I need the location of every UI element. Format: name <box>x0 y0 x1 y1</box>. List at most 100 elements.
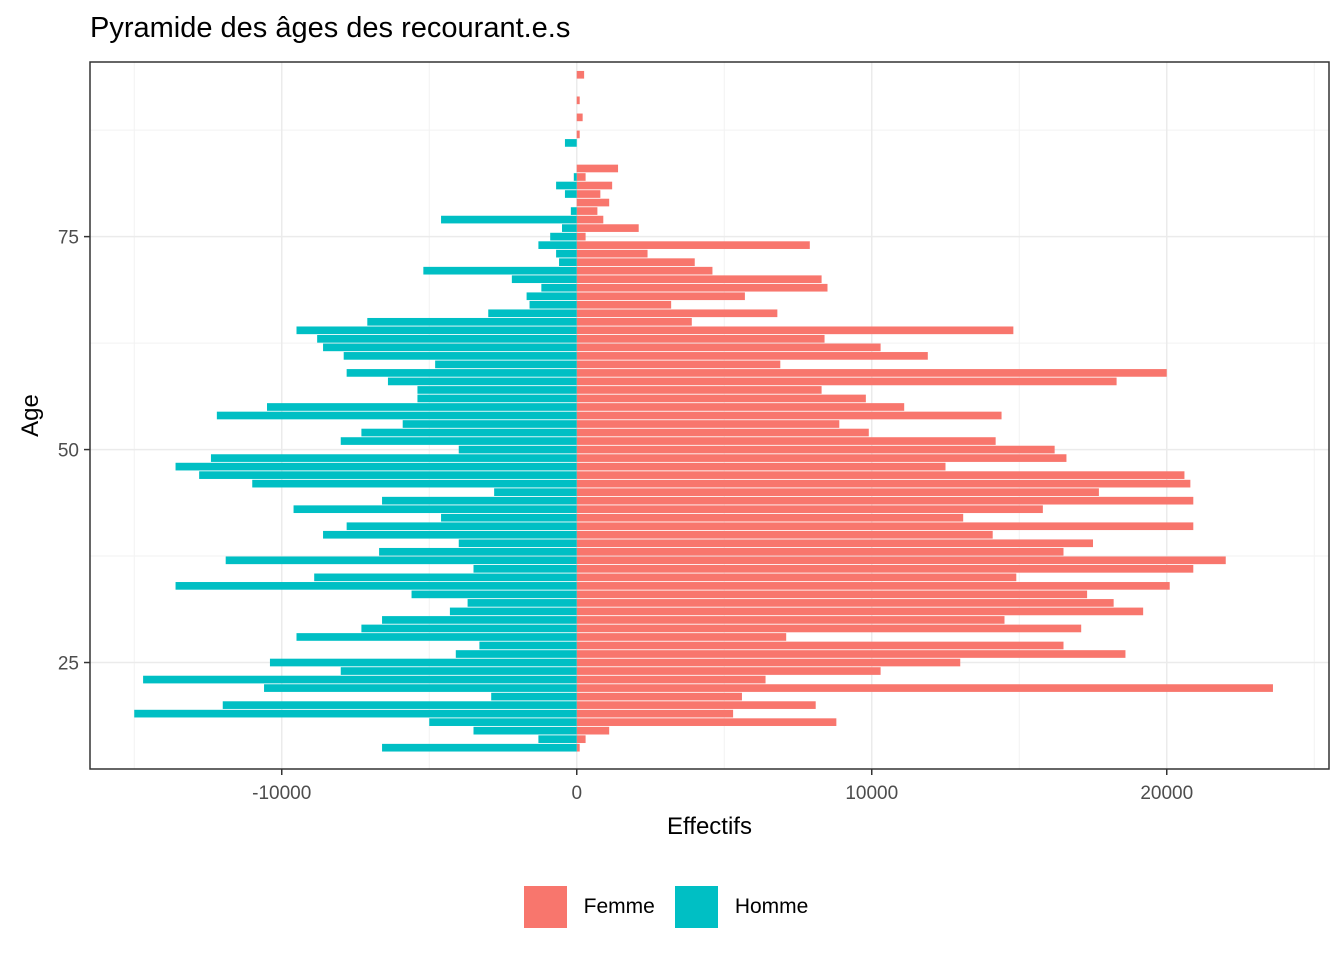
legend-label-femme: Femme <box>583 895 655 918</box>
bar-homme-80 <box>564 190 577 198</box>
x-tick-label: -10000 <box>252 783 311 804</box>
y-tick-label: 50 <box>58 441 79 462</box>
bar-homme-73 <box>556 249 577 258</box>
bar-femme-51 <box>576 437 996 445</box>
bar-femme-16 <box>576 735 586 744</box>
bar-homme-75 <box>550 232 577 241</box>
bar-femme-48 <box>576 462 946 471</box>
bar-femme-60 <box>576 360 781 369</box>
bar-femme-79 <box>576 198 610 207</box>
bar-homme-40 <box>323 530 577 539</box>
bar-femme-40 <box>576 530 993 539</box>
bar-femme-21 <box>576 692 742 701</box>
bar-femme-52 <box>576 428 869 437</box>
bar-femme-29 <box>576 624 1082 633</box>
bar-homme-68 <box>526 292 577 301</box>
bar-femme-44 <box>576 496 1194 505</box>
bar-homme-21 <box>491 692 577 701</box>
bar-femme-63 <box>576 335 825 343</box>
bar-homme-86 <box>564 139 577 147</box>
bar-femme-62 <box>576 343 881 352</box>
bar-femme-33 <box>576 590 1088 599</box>
bar-femme-38 <box>576 547 1064 556</box>
bar-homme-19 <box>134 709 577 718</box>
bar-femme-34 <box>576 582 1170 590</box>
bar-homme-82 <box>573 173 577 181</box>
bar-homme-67 <box>529 300 577 309</box>
bar-femme-87 <box>576 130 580 139</box>
bar-femme-30 <box>576 616 1005 624</box>
legend-key-homme <box>674 886 718 928</box>
bar-homme-65 <box>367 317 577 326</box>
bar-homme-36 <box>473 564 577 573</box>
bar-femme-75 <box>576 232 586 241</box>
bar-femme-25 <box>576 658 961 667</box>
bar-femme-74 <box>576 241 810 249</box>
bar-femme-23 <box>576 675 766 684</box>
bar-femme-36 <box>576 564 1194 573</box>
bar-homme-56 <box>417 394 577 403</box>
y-tick-label: 25 <box>58 654 79 675</box>
bar-homme-39 <box>458 539 577 548</box>
bar-femme-89 <box>576 113 583 122</box>
bar-femme-17 <box>576 726 610 735</box>
y-axis-title: Age <box>17 394 44 437</box>
bar-homme-20 <box>222 701 577 709</box>
bar-homme-61 <box>343 352 577 360</box>
bar-homme-49 <box>210 454 577 462</box>
bar-femme-67 <box>576 300 672 309</box>
bar-femme-94 <box>576 70 585 79</box>
bar-femme-19 <box>576 709 734 718</box>
bar-homme-63 <box>317 335 577 343</box>
bar-femme-68 <box>576 292 745 301</box>
bar-femme-31 <box>576 607 1144 616</box>
bar-femme-47 <box>576 471 1185 479</box>
bar-homme-37 <box>225 556 577 565</box>
bar-homme-26 <box>455 650 577 658</box>
bars-layer <box>134 70 1273 752</box>
legend: Femme Homme <box>0 886 1344 928</box>
x-tick-label: 20000 <box>1140 783 1193 804</box>
bar-homme-54 <box>216 411 577 420</box>
bar-homme-43 <box>293 505 577 514</box>
bar-homme-25 <box>269 658 577 667</box>
bar-homme-52 <box>361 428 577 437</box>
bar-femme-69 <box>576 283 828 292</box>
bar-homme-29 <box>361 624 577 633</box>
bar-homme-15 <box>382 743 577 752</box>
bar-homme-22 <box>264 684 577 692</box>
bar-homme-72 <box>559 258 577 267</box>
bar-homme-27 <box>479 641 577 650</box>
bar-femme-55 <box>576 403 905 411</box>
bar-homme-66 <box>488 309 577 318</box>
bar-femme-54 <box>576 411 1002 420</box>
bar-homme-24 <box>340 667 577 675</box>
bar-femme-32 <box>576 599 1114 607</box>
bar-femme-42 <box>576 513 964 522</box>
x-tick-label: 10000 <box>845 783 898 804</box>
bar-femme-18 <box>576 718 837 726</box>
bar-femme-64 <box>576 326 1014 335</box>
bar-femme-65 <box>576 317 692 326</box>
bar-femme-70 <box>576 275 822 284</box>
bar-femme-66 <box>576 309 778 318</box>
bar-femme-73 <box>576 249 648 258</box>
bar-homme-57 <box>417 386 577 394</box>
bar-homme-32 <box>467 599 577 607</box>
x-axis-title: Effectifs <box>667 813 752 840</box>
bar-homme-53 <box>402 420 577 428</box>
bar-homme-34 <box>175 582 577 590</box>
bar-femme-80 <box>576 190 601 198</box>
bar-femme-45 <box>576 488 1099 496</box>
bar-homme-44 <box>382 496 577 505</box>
bar-femme-71 <box>576 266 713 275</box>
bar-homme-50 <box>458 445 577 454</box>
bar-homme-16 <box>538 735 577 744</box>
bar-homme-38 <box>379 547 577 556</box>
bar-femme-77 <box>576 215 604 224</box>
bar-homme-60 <box>435 360 577 369</box>
bar-femme-83 <box>576 164 619 173</box>
bar-homme-58 <box>387 377 577 386</box>
bar-femme-91 <box>576 96 580 105</box>
